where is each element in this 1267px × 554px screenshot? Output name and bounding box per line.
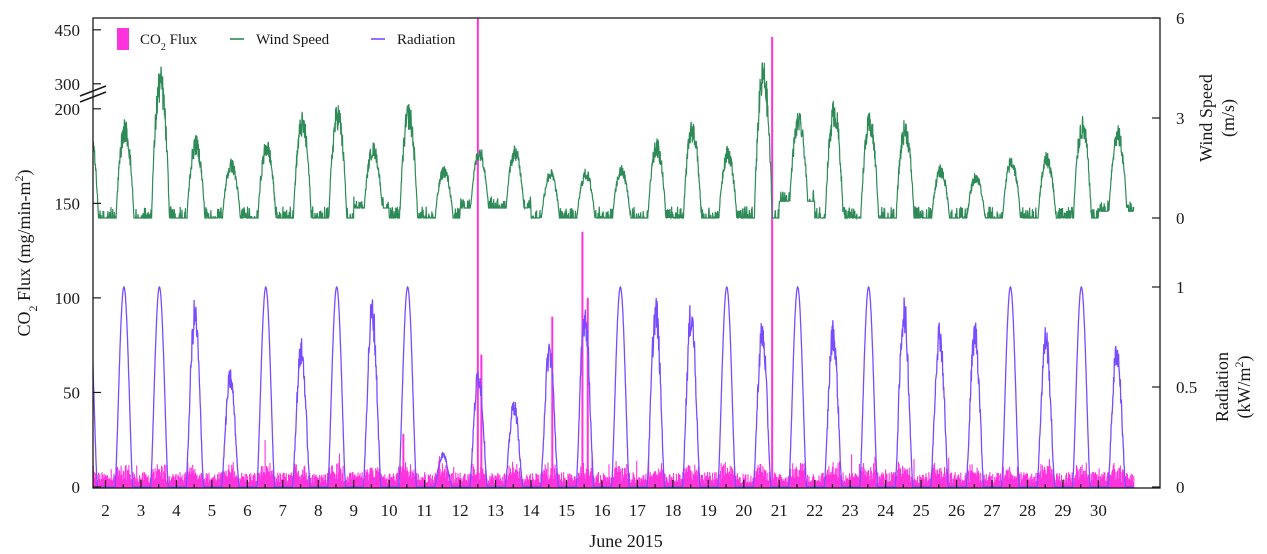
right-bottom-tick-label: 1 xyxy=(1176,278,1185,297)
right-top-tick-label: 0 xyxy=(1176,209,1185,228)
x-tick-label: 18 xyxy=(664,501,681,520)
x-tick-label: 17 xyxy=(629,501,647,520)
x-tick-label: 13 xyxy=(487,501,504,520)
x-tick-label: 15 xyxy=(558,501,575,520)
x-tick-label: 16 xyxy=(593,501,610,520)
x-tick-label: 9 xyxy=(349,501,358,520)
right-bottom-tick-label: 0 xyxy=(1176,478,1185,497)
left-tick-label: 50 xyxy=(63,383,80,402)
x-tick-label: 30 xyxy=(1090,501,1107,520)
legend-label-wind: Wind Speed xyxy=(256,32,330,48)
x-axis-label: June 2015 xyxy=(589,531,663,551)
x-tick-label: 5 xyxy=(208,501,217,520)
right-bottom-tick-label: 0.5 xyxy=(1176,378,1197,397)
legend-label-radiation: Radiation xyxy=(397,32,456,48)
x-tick-label: 2 xyxy=(101,501,110,520)
right-axis-bottom-label: Radiation (kW/m2) xyxy=(1212,352,1255,422)
x-tick-label: 8 xyxy=(314,501,323,520)
svg-text:(kW/m2): (kW/m2) xyxy=(1232,356,1255,419)
co2-flux-bars xyxy=(93,440,1135,488)
x-tick-label: 4 xyxy=(172,501,181,520)
svg-text:Radiation: Radiation xyxy=(1212,352,1232,422)
x-tick-label: 11 xyxy=(416,501,432,520)
x-tick-label: 29 xyxy=(1054,501,1071,520)
left-axis-label: CO2 Flux (mg/min-m2) xyxy=(12,169,40,336)
x-tick-label: 24 xyxy=(877,501,895,520)
wind-speed-line xyxy=(93,62,1135,221)
svg-text:(m/s): (m/s) xyxy=(1218,99,1239,137)
legend-swatch-co2 xyxy=(117,28,129,50)
left-tick-label: 100 xyxy=(55,289,81,308)
axis-break xyxy=(79,85,107,103)
x-tick-label: 12 xyxy=(452,501,469,520)
x-tick-label: 7 xyxy=(279,501,288,520)
x-tick-label: 20 xyxy=(735,501,752,520)
x-tick-label: 19 xyxy=(700,501,717,520)
x-tick-label: 26 xyxy=(948,501,965,520)
plot-frame xyxy=(92,17,1161,489)
x-tick-label: 23 xyxy=(842,501,859,520)
x-tick-label: 25 xyxy=(913,501,930,520)
left-tick-label: 300 xyxy=(55,75,81,94)
left-tick-label: 450 xyxy=(55,21,81,40)
right-top-tick-label: 6 xyxy=(1176,9,1185,28)
x-tick-label: 28 xyxy=(1019,501,1036,520)
legend-label-co2: CO2 Flux xyxy=(140,32,198,53)
left-tick-label: 150 xyxy=(55,194,81,213)
x-tick-label: 27 xyxy=(984,501,1002,520)
right-top-tick-label: 3 xyxy=(1176,109,1185,128)
x-tick-label: 6 xyxy=(243,501,252,520)
left-tick-label: 200 xyxy=(55,100,81,119)
left-tick-label: 0 xyxy=(72,478,81,497)
x-tick-label: 22 xyxy=(806,501,823,520)
x-tick-label: 10 xyxy=(381,501,398,520)
x-tick-label: 21 xyxy=(771,501,788,520)
right-axis-top-label: Wind Speed (m/s) xyxy=(1196,74,1239,162)
x-tick-label: 14 xyxy=(523,501,541,520)
svg-text:Wind Speed: Wind Speed xyxy=(1196,74,1216,162)
radiation-line xyxy=(93,285,1134,488)
x-tick-label: 3 xyxy=(137,501,146,520)
legend: CO2 Flux Wind Speed Radiation xyxy=(117,28,456,53)
